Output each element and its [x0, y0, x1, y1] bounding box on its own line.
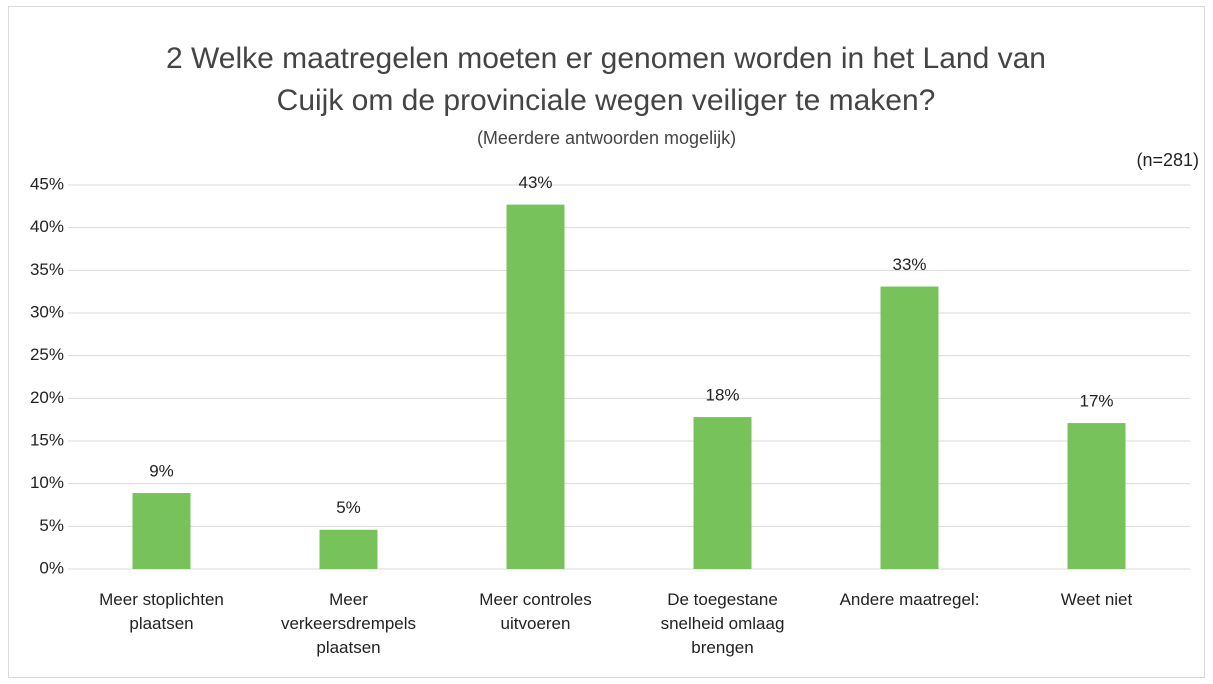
x-tick-label: Meer verkeersdrempels plaatsen [280, 590, 417, 657]
y-tick-label: 20% [30, 388, 64, 407]
bar [319, 529, 378, 569]
y-tick-label: 45% [30, 174, 64, 193]
x-tick-label: Andere maatregel: [839, 590, 980, 609]
data-label: 17% [1079, 392, 1113, 411]
chart-title: 2 Welke maatregelen moeten er genomen wo… [165, 42, 1046, 117]
data-label: 18% [705, 386, 739, 405]
y-tick-label: 40% [30, 217, 64, 236]
chart-frame [8, 6, 1205, 678]
x-tick-label: De toegestane snelheid omlaag brengen [660, 590, 785, 657]
y-tick-label: 35% [30, 260, 64, 279]
bar [880, 286, 939, 569]
bar [1067, 423, 1126, 569]
y-tick-label: 10% [30, 473, 64, 492]
y-tick-label: 0% [39, 558, 64, 577]
chart-subtitle: (Meerdere antwoorden mogelijk) [476, 128, 737, 148]
data-label: 9% [149, 462, 174, 481]
x-tick-label: Meer controles uitvoeren [479, 590, 592, 633]
y-tick-label: 30% [30, 302, 64, 321]
data-label: 5% [336, 498, 361, 517]
y-tick-label: 25% [30, 345, 64, 364]
bar [506, 204, 565, 570]
y-tick-label: 15% [30, 430, 64, 449]
annotation: (n=281) [1136, 150, 1199, 170]
x-tick-label: Weet niet [1060, 590, 1133, 609]
data-label: 43% [518, 173, 552, 192]
bar [132, 493, 191, 569]
y-tick-label: 5% [39, 516, 64, 535]
x-tick-label: Meer stoplichten plaatsen [99, 590, 224, 633]
bar [693, 417, 752, 569]
data-label: 33% [892, 255, 926, 274]
